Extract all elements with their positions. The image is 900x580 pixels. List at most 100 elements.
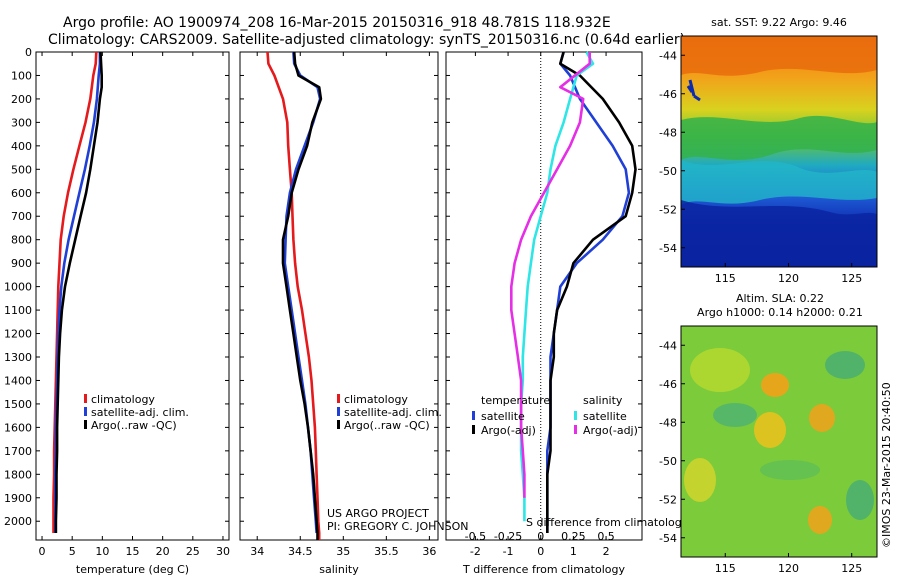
y-tick-label: 400: [11, 140, 32, 153]
x-tick-label: -2: [470, 545, 481, 558]
x-tick-label: 36: [422, 545, 436, 558]
series-line-argo-adj-: [545, 51, 637, 533]
x-tick-label: 34.5: [288, 545, 313, 558]
sla-map-title: Altim. SLA: 0.22: [736, 292, 824, 305]
temperature-profile-panel: 0 5 10 15 20 25 300100200300400500600700800900…: [4, 46, 230, 576]
x-axis-label: temperature (deg C): [76, 563, 189, 576]
x-tick-label: 15: [126, 545, 140, 558]
x2-tick-label: 0: [537, 530, 544, 543]
y-tick-label: 0: [25, 46, 32, 59]
map-y-tick-label: -48: [659, 126, 677, 139]
sla-map-subtitle: Argo h1000: 0.14 h2000: 0.21: [697, 306, 863, 319]
series-line-argo-adj-: [509, 52, 592, 498]
x-tick-label: 5: [69, 545, 76, 558]
map-y-tick-label: -54: [659, 532, 677, 545]
y-tick-label: 1300: [4, 351, 32, 364]
legend-swatch: [84, 394, 87, 403]
y-tick-label: 100: [11, 69, 32, 82]
map-y-tick-label: -52: [659, 493, 677, 506]
legend-entry: Argo(-adj): [583, 424, 638, 437]
x-tick-label: 34: [250, 545, 264, 558]
y-tick-label: 1700: [4, 445, 32, 458]
x-tick-label: 35.5: [374, 545, 399, 558]
map-y-tick-label: -50: [659, 165, 677, 178]
figure-subtitle: Climatology: CARS2009. Satellite-adjuste…: [48, 32, 685, 48]
map-y-tick-label: -48: [659, 416, 677, 429]
legend-swatch: [84, 407, 87, 416]
x-tick-label: 0: [537, 545, 544, 558]
y-tick-label: 800: [11, 234, 32, 247]
project-credit: US ARGO PROJECT: [327, 507, 429, 520]
map-x-tick-label: 120: [778, 272, 799, 285]
x-tick-label: 0: [39, 545, 46, 558]
y-tick-label: 1100: [4, 304, 32, 317]
x-axis-label: T difference from climatology: [462, 563, 625, 576]
legend-entry: satellite: [583, 410, 627, 423]
map-x-tick-label: 115: [715, 272, 736, 285]
map-y-tick-label: -46: [659, 378, 677, 391]
map-y-tick-label: -44: [659, 49, 677, 62]
y-tick-label: 200: [11, 93, 32, 106]
legend-swatch: [472, 411, 475, 420]
y-tick-label: 900: [11, 257, 32, 270]
imos-credit: ©IMOS 23-Mar-2015 20:40:50: [880, 382, 893, 548]
sla-map-axes: 115 120 125 -44 -46 -48 -50 -52 -54: [659, 339, 862, 575]
legend-swatch: [337, 394, 340, 403]
y-tick-label: 1400: [4, 374, 32, 387]
x2-axis-label: S difference from climatology: [526, 516, 689, 529]
x-tick-label: 10: [95, 545, 109, 558]
legend-swatch: [472, 425, 475, 434]
series-line-argo-raw-qc-: [54, 51, 103, 533]
y-tick-label: 1000: [4, 281, 32, 294]
pi-credit: PI: GREGORY C. JOHNSON: [327, 520, 468, 533]
legend-swatch: [84, 420, 87, 429]
y-tick-label: 1600: [4, 421, 32, 434]
x-axis-label: salinity: [319, 563, 359, 576]
y-tick-label: 1800: [4, 468, 32, 481]
series-line-satellite: [545, 51, 631, 533]
plot-frame: [239, 51, 439, 541]
map-y-tick-label: -52: [659, 203, 677, 216]
x-tick-label: -1: [503, 545, 514, 558]
plot-frame: [445, 51, 643, 541]
series-line-climatology: [266, 51, 321, 540]
y-tick-label: 1500: [4, 398, 32, 411]
x-tick-label: 2: [603, 545, 610, 558]
sst-map-title: sat. SST: 9.22 Argo: 9.46: [711, 16, 847, 29]
legend-entry: satellite-adj. clim.: [344, 406, 442, 419]
legend-entry: satellite-adj. clim.: [91, 406, 189, 419]
legend-header-temperature: temperature: [481, 394, 550, 407]
legend-header-salinity: salinity: [583, 394, 623, 407]
legend-entry: Argo(-adj): [481, 424, 536, 437]
y-tick-label: 600: [11, 187, 32, 200]
y-tick-label: 2000: [4, 515, 32, 528]
y-tick-label: 500: [11, 163, 32, 176]
legend-entry: Argo(..raw -QC): [91, 419, 177, 432]
difference-profile-panel: -2 -1 0 1 2 T difference from climatology S di…: [445, 51, 689, 576]
map-x-tick-label: 125: [841, 562, 862, 575]
x-tick-label: 30: [216, 545, 230, 558]
legend-entry: Argo(..raw -QC): [344, 419, 430, 432]
map-x-tick-label: 115: [715, 562, 736, 575]
legend-swatch: [574, 411, 577, 420]
legend-swatch: [574, 425, 577, 434]
map-y-tick-label: -46: [659, 88, 677, 101]
x-tick-label: 20: [156, 545, 170, 558]
x2-tick-label: -0.25: [494, 530, 522, 543]
map-y-tick-label: -44: [659, 339, 677, 352]
salinity-profile-panel: 34 34.5 35 35.5 36 salinity climatologysatelli…: [239, 51, 442, 576]
sst-map-axes: 115 120 125 -44 -46 -48 -50 -52 -54: [659, 49, 862, 285]
x-tick-label: 35: [336, 545, 350, 558]
y-tick-label: 1200: [4, 328, 32, 341]
map-y-tick-label: -54: [659, 242, 677, 255]
sst-heatmap: [681, 36, 877, 267]
x2-tick-label: -0.5: [465, 530, 486, 543]
x2-tick-label: 0.25: [561, 530, 586, 543]
legend-swatch: [337, 420, 340, 429]
legend-swatch: [337, 407, 340, 416]
map-x-tick-label: 125: [841, 272, 862, 285]
sla-map-panel: Altim. SLA: 0.22 Argo h1000: 0.14 h2000:…: [659, 292, 878, 575]
x2-tick-label: 0.5: [597, 530, 615, 543]
